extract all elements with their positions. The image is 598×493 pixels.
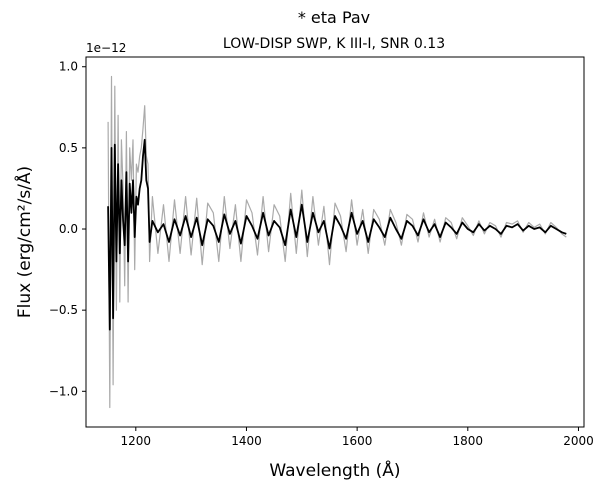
x-axis: 1200 1400 1600 1800 2000 (121, 427, 594, 448)
y-axis: −1.0 −0.5 0.0 0.5 1.0 (49, 60, 86, 398)
y-tick-label: −0.5 (49, 303, 78, 317)
plot-area (86, 57, 584, 427)
x-axis-label: Wavelength (Å) (269, 459, 400, 481)
y-tick-label: 0.0 (59, 222, 78, 236)
x-tick-label: 1400 (231, 434, 262, 448)
chart-title: * eta Pav (297, 8, 371, 27)
plot-frame (85, 56, 585, 428)
y-axis-label: Flux (erg/cm²/s/Å) (13, 166, 35, 318)
x-tick-label: 1600 (342, 434, 373, 448)
x-tick-label: 1200 (121, 434, 152, 448)
x-tick-label: 2000 (563, 434, 594, 448)
y-tick-label: −1.0 (49, 384, 78, 398)
y-offset-label: 1e−12 (86, 41, 126, 55)
chart-subtitle: LOW-DISP SWP, K III-I, SNR 0.13 (222, 36, 446, 52)
flux-line (107, 138, 567, 331)
flux-layer (107, 138, 567, 331)
y-tick-label: 1.0 (59, 60, 78, 74)
x-tick-label: 1800 (453, 434, 484, 448)
y-tick-label: 0.5 (59, 141, 78, 155)
